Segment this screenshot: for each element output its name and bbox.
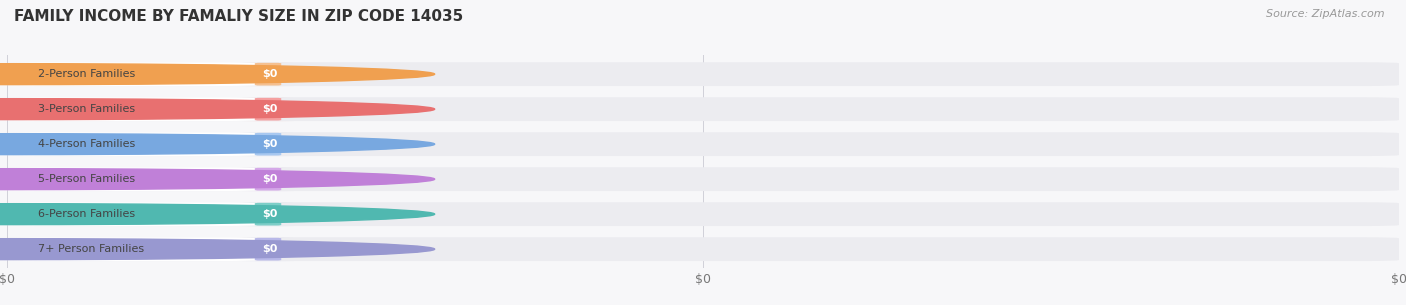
Circle shape: [0, 169, 434, 190]
Text: $0: $0: [263, 139, 278, 149]
Text: 5-Person Families: 5-Person Families: [38, 174, 135, 184]
Text: FAMILY INCOME BY FAMALIY SIZE IN ZIP CODE 14035: FAMILY INCOME BY FAMALIY SIZE IN ZIP COD…: [14, 9, 464, 24]
FancyBboxPatch shape: [242, 237, 294, 261]
Circle shape: [0, 99, 434, 120]
FancyBboxPatch shape: [7, 132, 1399, 156]
Text: Source: ZipAtlas.com: Source: ZipAtlas.com: [1267, 9, 1385, 19]
Circle shape: [0, 64, 434, 84]
FancyBboxPatch shape: [242, 202, 294, 226]
FancyBboxPatch shape: [7, 97, 1399, 121]
Text: $0: $0: [263, 209, 278, 219]
FancyBboxPatch shape: [7, 202, 257, 226]
Text: 2-Person Families: 2-Person Families: [38, 69, 135, 79]
FancyBboxPatch shape: [7, 167, 257, 191]
FancyBboxPatch shape: [242, 62, 294, 86]
Text: $0: $0: [263, 69, 278, 79]
FancyBboxPatch shape: [7, 62, 257, 86]
Text: $0: $0: [263, 244, 278, 254]
Text: $0: $0: [263, 174, 278, 184]
FancyBboxPatch shape: [7, 62, 1399, 86]
Circle shape: [0, 204, 434, 224]
FancyBboxPatch shape: [7, 132, 257, 156]
Text: 3-Person Families: 3-Person Families: [38, 104, 135, 114]
FancyBboxPatch shape: [7, 237, 1399, 261]
Circle shape: [0, 134, 434, 155]
Text: $0: $0: [263, 104, 278, 114]
Circle shape: [0, 239, 434, 260]
FancyBboxPatch shape: [7, 167, 1399, 191]
Text: 6-Person Families: 6-Person Families: [38, 209, 135, 219]
FancyBboxPatch shape: [7, 237, 257, 261]
FancyBboxPatch shape: [242, 167, 294, 191]
FancyBboxPatch shape: [242, 97, 294, 121]
FancyBboxPatch shape: [7, 97, 257, 121]
Text: 7+ Person Families: 7+ Person Families: [38, 244, 143, 254]
FancyBboxPatch shape: [7, 202, 1399, 226]
Text: 4-Person Families: 4-Person Families: [38, 139, 135, 149]
FancyBboxPatch shape: [242, 132, 294, 156]
